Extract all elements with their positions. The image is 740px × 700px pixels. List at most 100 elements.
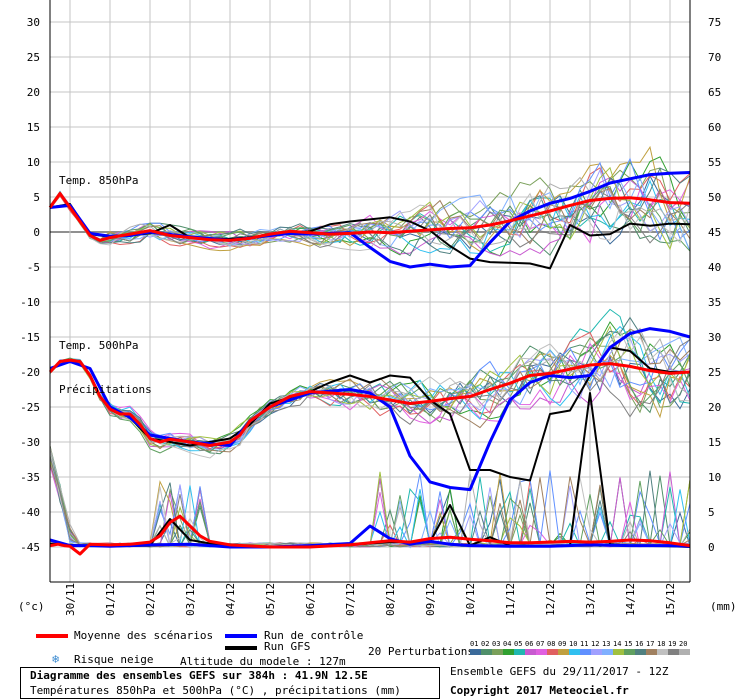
left-tick-label: -40 [20, 506, 40, 519]
right-tick-label: 60 [708, 121, 721, 134]
x-tick-label: 06/12 [304, 583, 317, 616]
mean-line-precip [49, 514, 691, 556]
left-tick-label: -10 [20, 296, 40, 309]
legend-control-label: Run de contrôle [264, 629, 364, 642]
left-tick-label: 0 [33, 226, 40, 239]
main-series [48, 171, 691, 556]
copyright: Copyright 2017 Meteociel.fr [450, 684, 629, 697]
perturbation-swatch [613, 649, 624, 655]
left-tick-label: -30 [20, 436, 40, 449]
perturbation-swatch [657, 649, 668, 655]
perturbation-swatch [624, 649, 635, 655]
x-tick-label: 02/12 [144, 583, 157, 616]
ensemble-run: Ensemble GEFS du 29/11/2017 - 12Z [450, 665, 669, 678]
perturbation-swatch [580, 649, 591, 655]
left-tick-label: 15 [27, 121, 40, 134]
left-tick-label: 5 [33, 191, 40, 204]
perturbation-number: 01 [470, 640, 479, 648]
perturbation-line-t850 [49, 180, 691, 250]
perturbation-swatch [668, 649, 679, 655]
right-tick-label: 40 [708, 261, 721, 274]
footer-subtitle: Températures 850hPa et 500hPa (°C) , pré… [30, 684, 401, 697]
left-tick-label: -25 [20, 401, 40, 414]
right-tick-label: 25 [708, 366, 721, 379]
right-tick-label: 70 [708, 51, 721, 64]
perturbation-swatch [679, 649, 690, 655]
perturbation-numbers: 01 02 03 04 05 06 07 08 09 10 11 12 13 14 15 16 17 18 19 20 [470, 640, 690, 648]
perturbation-swatch [492, 649, 503, 655]
x-tick-label: 08/12 [384, 583, 397, 616]
perturbation-swatches [470, 649, 690, 655]
perturbation-swatch [547, 649, 558, 655]
perturbation-swatch [481, 649, 492, 655]
left-tick-label: -20 [20, 366, 40, 379]
perturbation-number: 14 [613, 640, 622, 648]
left-tick-label: 30 [27, 16, 40, 29]
left-tick-label: -45 [20, 541, 40, 554]
mean-line-t500 [48, 358, 691, 447]
perturbation-swatch [646, 649, 657, 655]
perturbation-swatch [558, 649, 569, 655]
perturbation-number: 15 [624, 640, 633, 648]
legend-mean-swatch [36, 634, 68, 638]
right-tick-label: 75 [708, 16, 721, 29]
x-tick-label: 01/12 [104, 583, 117, 616]
info-box [20, 667, 440, 699]
perturbation-swatch [525, 649, 536, 655]
annotation-t850: Temp. 850hPa [59, 174, 138, 187]
legend-mean-label: Moyenne des scénarios [74, 629, 214, 642]
left-tick-label: -15 [20, 331, 40, 344]
x-tick-label: 15/12 [664, 583, 677, 616]
right-tick-label: 50 [708, 191, 721, 204]
x-tick-label: 10/12 [464, 583, 477, 616]
x-tick-label: 07/12 [344, 583, 357, 616]
left-tick-label: 25 [27, 51, 40, 64]
perturbation-number: 20 [679, 640, 688, 648]
perturbation-number: 05 [514, 640, 523, 648]
perturbation-swatch [635, 649, 646, 655]
annotation-precip: Précipitations [59, 383, 152, 396]
perturbation-number: 11 [580, 640, 589, 648]
x-tick-label: 05/12 [264, 583, 277, 616]
x-tick-label: 13/12 [584, 583, 597, 616]
left-axis-unit: (°c) [18, 600, 45, 613]
perturbation-number: 10 [569, 640, 578, 648]
right-tick-label: 55 [708, 156, 721, 169]
footer-title: Diagramme des ensembles GEFS sur 384h : … [30, 669, 368, 682]
perturbation-number: 16 [635, 640, 644, 648]
perturbation-number: 06 [525, 640, 534, 648]
perturbations-label: 20 Perturbations [368, 645, 474, 658]
x-tick-label: 30/11 [64, 583, 77, 616]
legend-gfs-label: Run GFS [264, 640, 311, 653]
x-tick-label: 04/12 [224, 583, 237, 616]
right-tick-label: 35 [708, 296, 721, 309]
model-altitude: Altitude du modele : 127m [180, 655, 346, 668]
perturbation-number: 07 [536, 640, 545, 648]
annotation-t500: Temp. 500hPa [59, 339, 138, 352]
mean-line-t850 [48, 192, 691, 242]
right-tick-label: 45 [708, 226, 721, 239]
perturbation-number: 02 [481, 640, 490, 648]
perturbation-swatch [536, 649, 547, 655]
right-tick-label: 10 [708, 471, 721, 484]
right-tick-label: 15 [708, 436, 721, 449]
grid [50, 0, 690, 582]
right-tick-label: 0 [708, 541, 715, 554]
perturbation-number: 13 [602, 640, 611, 648]
perturbation-number: 09 [558, 640, 567, 648]
legend-control-swatch [225, 634, 257, 638]
left-tick-label: -5 [27, 261, 40, 274]
right-axis-unit: (mm) [710, 600, 737, 613]
x-tick-label: 03/12 [184, 583, 197, 616]
right-tick-label: 20 [708, 401, 721, 414]
legend-snow-label: Risque neige [74, 653, 154, 666]
left-tick-label: -35 [20, 471, 40, 484]
legend-gfs-swatch [225, 646, 257, 650]
perturbation-swatch [591, 649, 602, 655]
x-tick-label: 14/12 [624, 583, 637, 616]
perturbation-number: 12 [591, 640, 600, 648]
perturbation-swatch [503, 649, 514, 655]
perturbation-number: 18 [657, 640, 666, 648]
right-tick-label: 65 [708, 86, 721, 99]
